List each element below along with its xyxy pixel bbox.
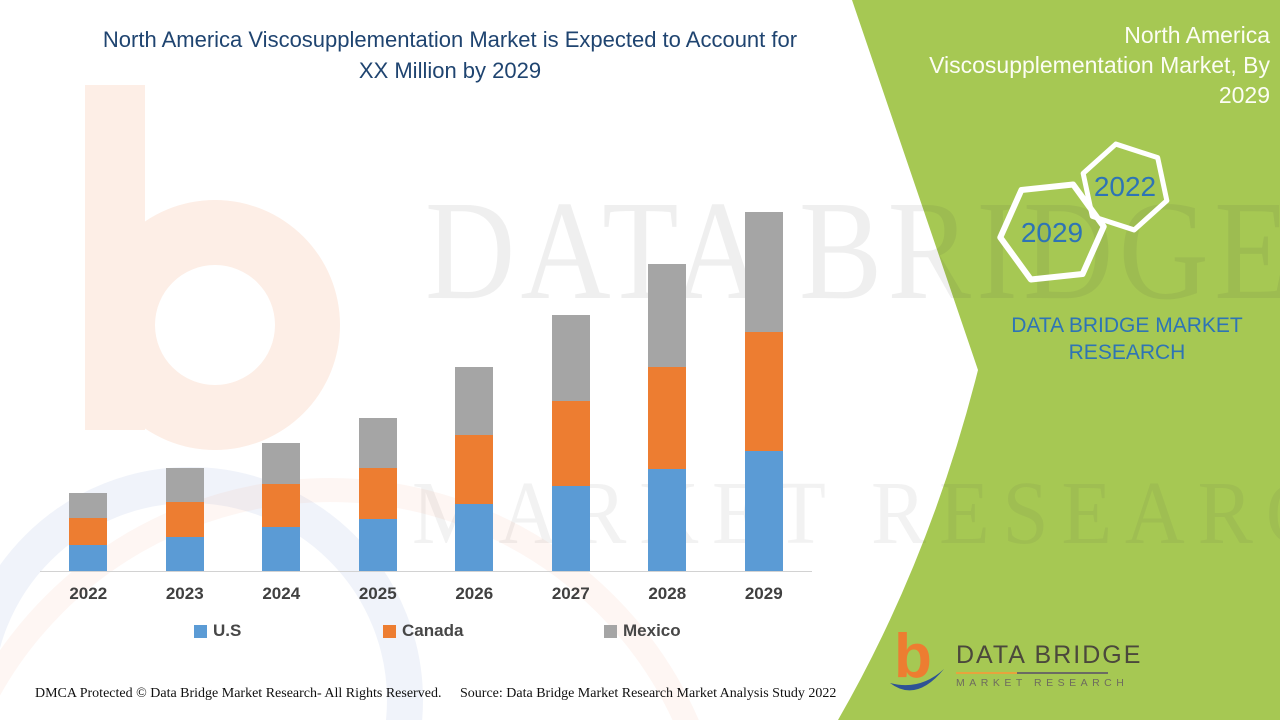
bar-segment-mexico-2022 (69, 493, 108, 518)
plot-area (40, 206, 812, 572)
company-logo-icon: b (888, 622, 946, 701)
bar-segment-canada-2024 (262, 484, 301, 527)
bar-segment-canada-2027 (551, 401, 590, 486)
chart-title: North America Viscosupplementation Marke… (102, 27, 798, 83)
bar-segment-mexico-2024 (262, 443, 301, 484)
hexagon-badges: 2029 2022 (997, 141, 1170, 283)
legend-swatch-us (194, 624, 207, 638)
bar-segment-mexico-2029 (744, 212, 783, 332)
legend-swatch-mexico (604, 624, 617, 638)
company-logo: b DATA BRIDGE MARKET RESEARCH (888, 622, 1142, 701)
logo-b-glyph: b (894, 622, 932, 691)
legend-label-canada: Canada (402, 621, 464, 640)
bar-2023 (165, 468, 204, 571)
side-panel-brand: DATA BRIDGE MARKET RESEARCH (1011, 314, 1243, 364)
x-tick-2024: 2024 (262, 584, 301, 603)
logo-swoosh-path (890, 669, 944, 691)
bar-2022 (69, 493, 108, 571)
bar-2029 (744, 212, 783, 571)
footer-source-text: Source: Data Bridge Market Research Mark… (460, 686, 837, 701)
hexagon-2022-outline (1080, 141, 1170, 233)
footer-dmca-text: DMCA Protected © Data Bridge Market Rese… (35, 686, 442, 701)
bar-segment-us-2026 (455, 504, 494, 571)
x-tick-2027: 2027 (551, 584, 590, 603)
side-panel-heading: North America Viscosupplementation Marke… (929, 22, 1270, 108)
logo-subtitle: MARKET RESEARCH (956, 677, 1129, 689)
watermark-pink-arc (0, 478, 699, 720)
bar-segment-canada-2023 (165, 502, 204, 537)
bar-segment-us-2027 (551, 486, 590, 571)
legend-label-us: U.S (213, 621, 242, 640)
x-tick-2025: 2025 (358, 584, 397, 603)
x-tick-2026: 2026 (455, 584, 494, 603)
legend-item-mexico: Mexico (604, 621, 681, 641)
bar-2024 (262, 443, 301, 571)
hexagon-2029 (997, 181, 1107, 283)
logo-divider (956, 672, 1108, 674)
hexagon-2022-label: 2022 (1094, 171, 1156, 202)
x-tick-2028: 2028 (648, 584, 687, 603)
bar-segment-us-2029 (744, 451, 783, 571)
x-tick-2023: 2023 (165, 584, 204, 603)
bar-2026 (455, 367, 494, 571)
bar-segment-us-2023 (165, 537, 204, 571)
legend-swatch-canada (383, 624, 396, 638)
bar-segment-mexico-2027 (551, 315, 590, 401)
bar-segment-us-2024 (262, 527, 301, 571)
bar-segment-us-2028 (648, 469, 687, 571)
bar-segment-us-2022 (69, 545, 108, 571)
bar-segment-canada-2028 (648, 367, 687, 469)
green-panel-shape (838, 0, 1280, 720)
bar-segment-canada-2026 (455, 435, 494, 504)
bar-segment-mexico-2028 (648, 264, 687, 367)
bar-segment-canada-2029 (744, 332, 783, 451)
legend-label-mexico: Mexico (623, 621, 681, 640)
hexagon-2029-outline (997, 181, 1107, 283)
legend-item-canada: Canada (383, 621, 463, 641)
bar-segment-mexico-2025 (358, 418, 397, 468)
hexagon-2022 (1080, 141, 1170, 233)
hexagon-2029-label: 2029 (1021, 217, 1083, 248)
bar-2025 (358, 418, 397, 571)
logo-text-block: DATA BRIDGE MARKET RESEARCH (956, 633, 1142, 689)
bar-2028 (648, 264, 687, 571)
bar-segment-us-2025 (358, 519, 397, 571)
x-axis-labels: 2022 2023 2024 2025 2026 2027 2028 2029 (40, 584, 812, 604)
bar-segment-canada-2022 (69, 518, 108, 545)
bar-segment-canada-2025 (358, 468, 397, 519)
x-tick-2029: 2029 (744, 584, 783, 603)
watermark-b-ring (90, 200, 340, 450)
legend-item-us: U.S (194, 621, 241, 641)
x-tick-2022: 2022 (69, 584, 108, 603)
bar-segment-mexico-2023 (165, 468, 204, 502)
bar-2027 (551, 315, 590, 571)
watermark-b-stem (85, 85, 145, 430)
bar-segment-mexico-2026 (455, 367, 494, 435)
logo-swoosh-icon (890, 669, 944, 691)
logo-title: DATA BRIDGE (956, 641, 1143, 669)
